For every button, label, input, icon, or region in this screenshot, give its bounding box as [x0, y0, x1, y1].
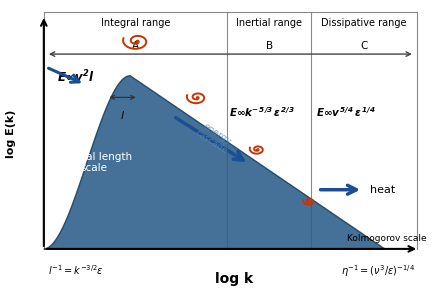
Text: $\bfit{E{\infty}v^{\,5/4}\,\varepsilon^{\,1/4}}$: $\bfit{E{\infty}v^{\,5/4}\,\varepsilon^{…: [316, 105, 375, 119]
Text: Inertial range: Inertial range: [236, 18, 302, 28]
Text: energy
cascade: energy cascade: [194, 119, 235, 156]
Text: $\bfit{E{\infty}v^2 l}$: $\bfit{E{\infty}v^2 l}$: [57, 69, 94, 86]
Text: $\eta$: $\eta$: [373, 209, 383, 223]
Text: A: A: [132, 41, 139, 51]
Text: Dissipative range: Dissipative range: [321, 18, 407, 28]
Text: $\bfit{E{\infty}k^{-\,5/3}\,\varepsilon^{\,2/3}}$: $\bfit{E{\infty}k^{-\,5/3}\,\varepsilon^…: [229, 105, 295, 119]
Polygon shape: [44, 76, 385, 249]
Text: C: C: [361, 41, 368, 51]
Text: log E(k): log E(k): [7, 109, 17, 158]
Text: heat: heat: [370, 185, 395, 195]
Text: Integral range: Integral range: [101, 18, 170, 28]
Text: B: B: [266, 41, 273, 51]
Text: $l^{-1}=k^{-3/2}\varepsilon$: $l^{-1}=k^{-3/2}\varepsilon$: [48, 263, 104, 277]
Text: log k: log k: [215, 272, 253, 287]
Text: Kolmogorov scale: Kolmogorov scale: [347, 235, 427, 244]
Text: $l$: $l$: [120, 109, 125, 121]
Text: Integral length
scale: Integral length scale: [55, 151, 132, 173]
Text: $\eta^{-1}=(\nu^3/\varepsilon)^{-1/4}$: $\eta^{-1}=(\nu^3/\varepsilon)^{-1/4}$: [340, 263, 415, 279]
